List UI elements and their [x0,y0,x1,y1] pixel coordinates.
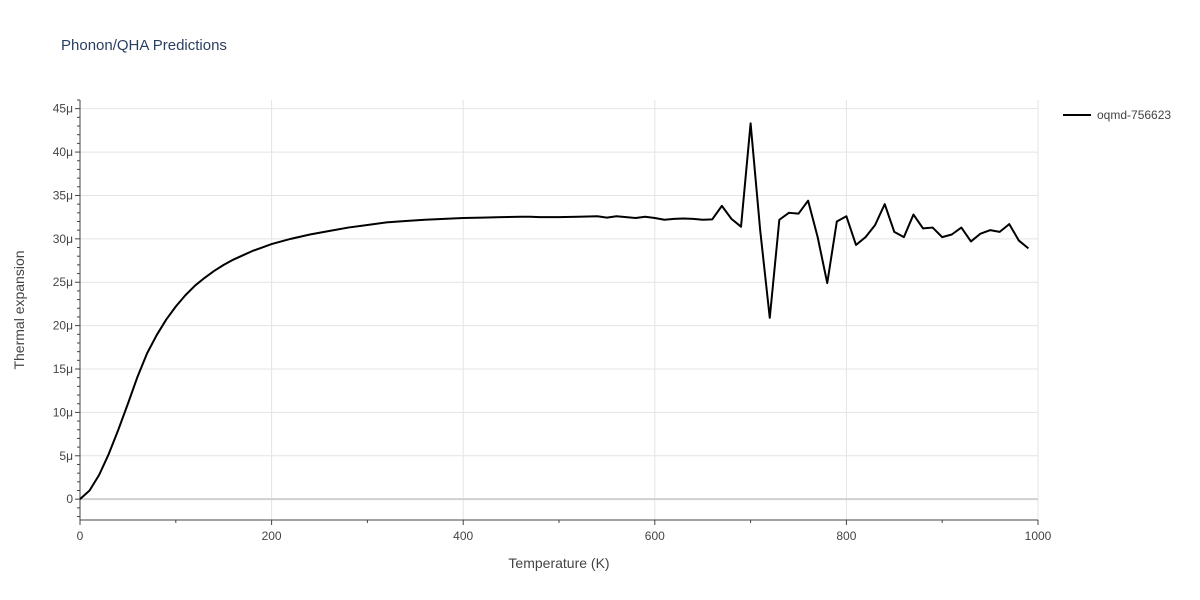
legend[interactable]: oqmd-756623 [1063,108,1171,122]
y-tick-label: 15μ [53,362,73,376]
y-tick-label: 45μ [53,102,73,116]
y-tick-label: 10μ [53,405,73,419]
series-line[interactable] [79,122,1030,500]
y-tick-label: 5μ [59,449,73,463]
y-tick-label: 40μ [53,145,73,159]
x-axis-ticks: 0 200 400 600 800 1000 [77,529,1052,543]
y-tick-label: 25μ [53,275,73,289]
y-tick-label: 0 [66,492,73,506]
x-tick-label: 800 [836,529,856,543]
grid [80,100,1039,520]
x-tick-label: 1000 [1025,529,1052,543]
x-tick-label: 600 [645,529,665,543]
y-minor-ticks [75,99,1039,525]
x-axis-title: Temperature (K) [508,555,609,571]
y-tick-label: 35μ [53,188,73,202]
x-tick-label: 0 [77,529,84,543]
y-tick-label: 30μ [53,232,73,246]
x-tick-label: 400 [453,529,473,543]
chart-title: Phonon/QHA Predictions [61,37,227,54]
y-tick-label: 20μ [53,319,73,333]
legend-label[interactable]: oqmd-756623 [1097,108,1171,122]
x-tick-label: 200 [262,529,282,543]
y-axis-ticks: 0 5μ 10μ 15μ 20μ 25μ 30μ 35μ 40μ 45μ [53,102,74,506]
y-axis-title: Thermal expansion [11,250,27,369]
plot-area [79,122,1030,500]
